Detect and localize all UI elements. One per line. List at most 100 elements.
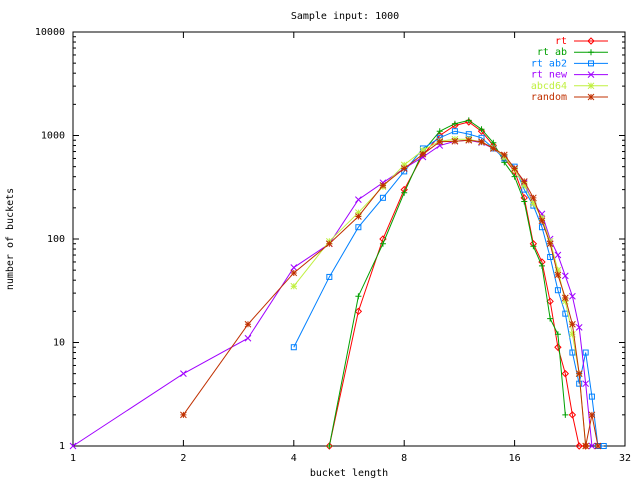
data-point-plus [501,159,508,166]
y-axis-ticks: 1 10 100 1000 10000 [35,27,625,452]
x-tick-label: 2 [180,453,186,464]
data-point-star [419,146,427,154]
data-point-plus [562,411,569,418]
data-point-plus [451,120,458,127]
data-point-square [554,287,561,294]
data-point-star [500,151,508,159]
y-tick-label: 100 [47,234,65,245]
series-random [180,136,602,450]
data-point-star [355,209,362,216]
data-point-square [600,443,607,449]
data-point-star [478,138,485,146]
data-point-square [569,349,576,356]
data-point-plus [511,173,518,180]
data-point-star [400,165,408,172]
data-point-star [290,282,298,290]
legend-label: rt ab [537,47,567,58]
y-tick-label: 1 [59,441,65,452]
y-tick-label: 10 [53,338,65,349]
data-point-star [561,294,569,302]
series-abcd64 [290,135,590,450]
series-line [328,121,586,447]
legend-label: rt ab2 [531,58,567,69]
data-point-diamond [477,127,486,135]
data-point-star [400,161,408,169]
data-point-star [530,194,537,202]
series-rt-ab [326,117,569,449]
data-point-square [588,60,594,67]
data-point-x [587,71,595,78]
data-point-square [588,393,595,400]
data-point-x [582,380,590,388]
data-point-square [582,349,589,356]
data-point-star [465,136,473,144]
data-point-plus [588,49,594,56]
data-point-square [355,224,362,231]
data-point-star [520,178,528,185]
data-point-x [561,272,569,280]
data-point-diamond [546,297,554,306]
x-tick-label: 16 [509,453,521,464]
series-line [182,139,599,447]
data-point-square [451,128,458,135]
data-point-star [561,297,569,305]
data-point-diamond [554,343,562,351]
data-point-x [569,292,576,300]
data-point-diamond [354,307,363,316]
data-point-x [290,264,298,271]
legend-label: rt [555,36,567,47]
data-point-star [355,213,362,220]
data-point-diamond [561,369,570,378]
series-rt [325,118,590,450]
data-point-x [355,196,362,204]
x-tick-label: 8 [401,453,407,464]
data-point-star [575,370,583,378]
data-point-star [554,271,562,279]
y-tick-label: 10000 [35,27,65,38]
legend-label: abcd64 [531,81,567,92]
data-point-square [290,344,297,351]
data-point-plus [538,262,545,269]
data-point-plus [554,331,561,338]
x-tick-label: 32 [619,453,631,464]
data-point-star [582,442,590,450]
data-point-plus [465,117,472,124]
data-point-x [554,251,562,259]
data-point-diamond [575,442,583,450]
data-point-star [594,442,602,450]
data-point-star [546,240,554,248]
data-point-plus [401,189,408,196]
series-layer [69,117,607,450]
data-point-x [69,442,77,450]
data-point-star [587,93,595,101]
data-point-plus [521,198,528,205]
data-point-star [244,320,252,328]
data-point-star [451,137,459,145]
data-point-square [379,194,386,201]
x-axis-ticks: 1 2 4 8 16 32 [70,32,631,464]
data-point-star [554,266,562,274]
data-point-square [547,254,554,261]
x-axis-label: bucket length [310,468,388,479]
data-point-star [587,82,595,90]
data-point-star [436,138,444,146]
data-point-diamond [568,411,577,419]
chart-title: Sample input: 1000 [291,11,399,22]
data-point-plus [436,128,443,135]
data-point-star [379,181,387,189]
data-point-x [180,370,187,378]
data-point-plus [490,139,497,146]
legend-label: rt new [531,70,568,81]
legend-label: random [531,92,567,103]
data-point-star [290,269,298,277]
data-point-plus [547,315,554,322]
series-line [72,139,593,447]
data-point-star [520,181,528,189]
data-point-star [569,320,576,328]
x-tick-label: 4 [291,453,297,464]
data-point-diamond [587,37,595,45]
data-point-plus [355,293,362,300]
data-point-plus [379,240,386,247]
